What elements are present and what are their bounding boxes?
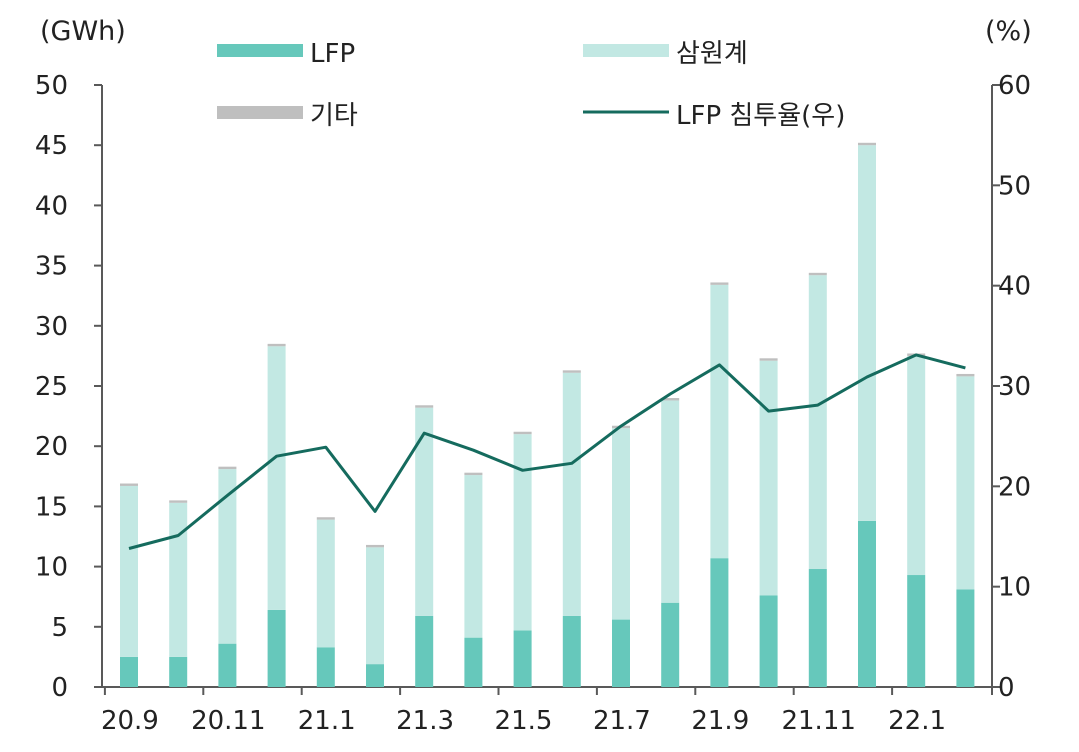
bar-ncm [759, 360, 778, 596]
bar-ncm [562, 372, 581, 616]
right-axis-tick-label: 10 [998, 573, 1031, 603]
bar-lfp [513, 630, 532, 687]
bar-lfp [808, 569, 827, 687]
bar-ncm [513, 434, 532, 631]
x-axis-tick-label: 21.11 [781, 706, 855, 736]
bar-ncm [907, 355, 926, 576]
legend-label-lfp: LFP [310, 39, 355, 69]
left-axis-tick-label: 20 [35, 432, 68, 462]
bar-lfp [562, 615, 581, 687]
bar-ncm [267, 346, 286, 610]
bar-ncm [612, 428, 630, 620]
bar-ncm [464, 475, 483, 638]
bar-lfp [218, 643, 237, 687]
bar-other [562, 370, 581, 373]
left-axis-tick-label: 0 [51, 673, 68, 703]
right-axis-tick-label: 0 [998, 673, 1015, 703]
x-axis-tick-label: 21.5 [495, 706, 553, 736]
left-axis-tick-label: 45 [35, 131, 68, 161]
x-axis-tick-label: 21.7 [593, 706, 651, 736]
bar-other [858, 142, 876, 146]
bar-other [661, 398, 680, 401]
bar-ncm [661, 400, 680, 603]
x-axis-tick-label: 21.1 [298, 706, 356, 736]
legend-swatch-lfp [217, 44, 303, 57]
right-axis-tick-label: 20 [998, 472, 1031, 502]
x-axis-tick-label: 20.11 [191, 706, 265, 736]
bar-ncm [120, 485, 138, 657]
bar-other [120, 483, 138, 486]
right-axis-unit: (%) [985, 16, 1032, 47]
left-axis-tick-label: 5 [51, 613, 68, 643]
bar-lfp [956, 589, 975, 687]
right-axis-tick-label: 60 [998, 71, 1031, 101]
bar-ncm [956, 376, 975, 590]
bar-lfp [415, 615, 434, 687]
bar-lfp [267, 609, 286, 687]
bar-other [710, 282, 729, 285]
bar-ncm [218, 469, 237, 644]
legend: LFP 삼원계 기타 LFP 침투율(우) [217, 39, 845, 131]
bar-other [956, 373, 975, 377]
bar-other [808, 272, 827, 276]
left-axis-tick-label: 10 [35, 553, 68, 583]
bar-other [366, 544, 384, 548]
left-axis-tick-label: 25 [35, 372, 68, 402]
left-axis-unit: (GWh) [40, 16, 126, 47]
line-lfp-penetration [128, 353, 966, 550]
bar-other [316, 517, 335, 520]
bar-ncm [710, 284, 729, 559]
bar-lfp [710, 558, 729, 687]
bar-other [218, 466, 237, 470]
bar-other [415, 405, 434, 408]
bar-lfp [612, 619, 630, 687]
bar-ncm [415, 407, 434, 616]
left-axis-tick-label: 40 [35, 191, 68, 221]
x-axis-tick-label: 20.9 [101, 706, 159, 736]
bar-other [169, 500, 188, 503]
bar-ncm [808, 275, 827, 570]
right-axis-tick-label: 50 [998, 171, 1031, 201]
bar-lfp [858, 520, 876, 687]
left-axis-tick-label: 50 [35, 71, 68, 101]
right-axis-tick-label: 30 [998, 372, 1031, 402]
bar-other [759, 358, 778, 361]
left-axis-tick-label: 15 [35, 492, 68, 522]
x-axis-tick-label: 21.9 [691, 706, 749, 736]
x-axis-tick-label: 21.3 [396, 706, 454, 736]
bar-lfp [464, 637, 483, 687]
left-axis-tick-label: 30 [35, 312, 68, 342]
bar-ncm [316, 519, 335, 648]
legend-swatch-other [217, 106, 303, 119]
bar-ncm [366, 547, 384, 665]
x-axis-tick-label: 22.1 [888, 706, 946, 736]
legend-label-other: 기타 [310, 101, 358, 131]
left-axis-tick-label: 35 [35, 252, 68, 282]
bar-lfp [366, 664, 384, 687]
legend-swatch-ncm [583, 44, 669, 57]
legend-label-penetration: LFP 침투율(우) [676, 101, 845, 131]
bar-lfp [169, 656, 188, 687]
bar-lfp [120, 656, 138, 687]
bar-lfp [907, 575, 926, 687]
bar-lfp [661, 602, 680, 687]
bar-other [464, 472, 483, 476]
bar-lfp [316, 647, 335, 687]
legend-label-ncm: 삼원계 [676, 39, 748, 69]
bar-ncm [169, 502, 188, 657]
plot-area: 0 5 10 15 20 25 30 35 40 45 50 0 10 20 30 40 50 60 20.9 20.… [35, 71, 1031, 736]
bar-ncm [858, 145, 876, 521]
bar-other [267, 343, 286, 347]
right-axis-tick-label: 40 [998, 272, 1031, 302]
bar-lfp [759, 595, 778, 687]
bar-other [513, 431, 532, 435]
